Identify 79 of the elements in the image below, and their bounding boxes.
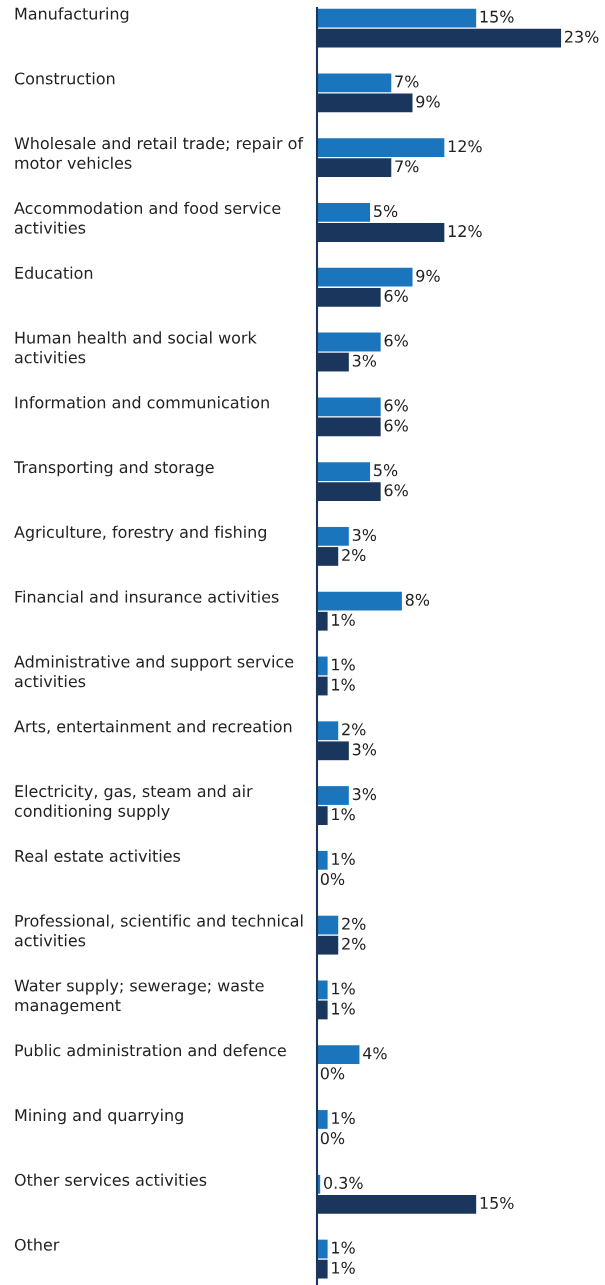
data-label: 15% [480, 1196, 514, 1209]
bar [317, 397, 381, 417]
bar [317, 138, 445, 158]
bar [317, 267, 413, 287]
data-label: 3% [352, 743, 377, 756]
data-label: 6% [384, 419, 408, 432]
y-tick-label: Education [15, 266, 93, 279]
bar [317, 656, 328, 676]
bar [317, 332, 381, 352]
y-tick-label: Accommodation and food service activities [14, 201, 281, 234]
y-tick-label: Construction [14, 72, 115, 85]
data-label: 23% [565, 30, 599, 43]
y-tick-label: Financial and insurance activities [15, 590, 279, 603]
data-label: 1% [332, 1112, 355, 1125]
data-label: 5% [374, 204, 398, 218]
bar [317, 591, 402, 611]
data-label: 0.3% [324, 1176, 363, 1189]
data-label: 1% [332, 1261, 355, 1274]
data-label: 7% [395, 160, 419, 173]
y-tick-label: Agriculture, forestry and fishing [14, 525, 266, 542]
bar [317, 786, 349, 805]
data-label: 15% [480, 10, 514, 23]
data-label: 1% [332, 658, 355, 671]
y-tick-label: Human health and social work activities [14, 331, 257, 364]
y-tick-label: Manufacturing [15, 7, 129, 23]
y-tick-label: Electricity, gas, steam and air conditioning supply [14, 784, 253, 820]
data-label: 5% [374, 464, 398, 477]
y-tick-label: Real estate activities [15, 849, 181, 862]
bar [317, 980, 328, 1000]
data-label: 3% [352, 354, 377, 367]
data-label: 1% [332, 1002, 355, 1015]
data-label: 0% [320, 1067, 345, 1080]
data-label: 1% [332, 982, 355, 995]
y-tick-label: Information and communication [15, 396, 269, 409]
bar [317, 1110, 328, 1129]
data-label: 2% [342, 917, 366, 930]
y-tick-label: Transporting and storage [13, 460, 214, 477]
y-tick-label: Administrative and support service activities [14, 655, 294, 688]
data-label: 3% [352, 528, 377, 541]
data-label: 2% [342, 937, 366, 950]
data-label: 0% [320, 1132, 345, 1145]
y-tick-label: Other [14, 1238, 60, 1251]
y-tick-label: Professional, scientific and technical activities [14, 914, 303, 947]
data-label: 1% [332, 613, 355, 626]
bar [317, 526, 349, 546]
data-label: 6% [384, 289, 408, 302]
data-label: 12% [448, 140, 482, 153]
data-label: 1% [332, 678, 355, 691]
bar [317, 850, 328, 870]
bar [317, 721, 339, 741]
bar [317, 915, 339, 935]
y-tick-label: Arts, entertainment and recreation [14, 720, 292, 735]
data-label: 1% [332, 1241, 355, 1254]
data-label: 2% [342, 723, 366, 736]
bar [317, 1239, 328, 1259]
y-tick-label: Wholesale and retail trade; repair of motor vehicles [14, 136, 304, 169]
y-tick-label: Mining and quarrying [15, 1108, 183, 1125]
data-label: 7% [395, 75, 419, 88]
data-label: 6% [384, 484, 408, 497]
bar [317, 73, 392, 93]
bar [317, 1045, 360, 1065]
y-tick-label: Public administration and defence [15, 1043, 286, 1057]
data-label: 1% [332, 808, 355, 821]
bar [317, 8, 477, 28]
data-label: 2% [342, 549, 366, 562]
data-label: 4% [363, 1047, 387, 1060]
bar [317, 462, 371, 481]
y-tick-label: Other services activities [14, 1173, 207, 1186]
data-label: 0% [320, 872, 345, 886]
y-tick-label: Water supply; sewerage; waste management [14, 979, 264, 1015]
data-label: 9% [416, 269, 440, 282]
bar [317, 203, 371, 222]
data-label: 3% [352, 788, 377, 801]
data-label: 1% [332, 852, 355, 865]
data-label: 9% [416, 95, 440, 108]
data-label: 6% [384, 334, 408, 347]
data-label: 8% [405, 593, 430, 606]
data-label: 6% [384, 399, 408, 412]
data-label: 12% [448, 225, 482, 238]
